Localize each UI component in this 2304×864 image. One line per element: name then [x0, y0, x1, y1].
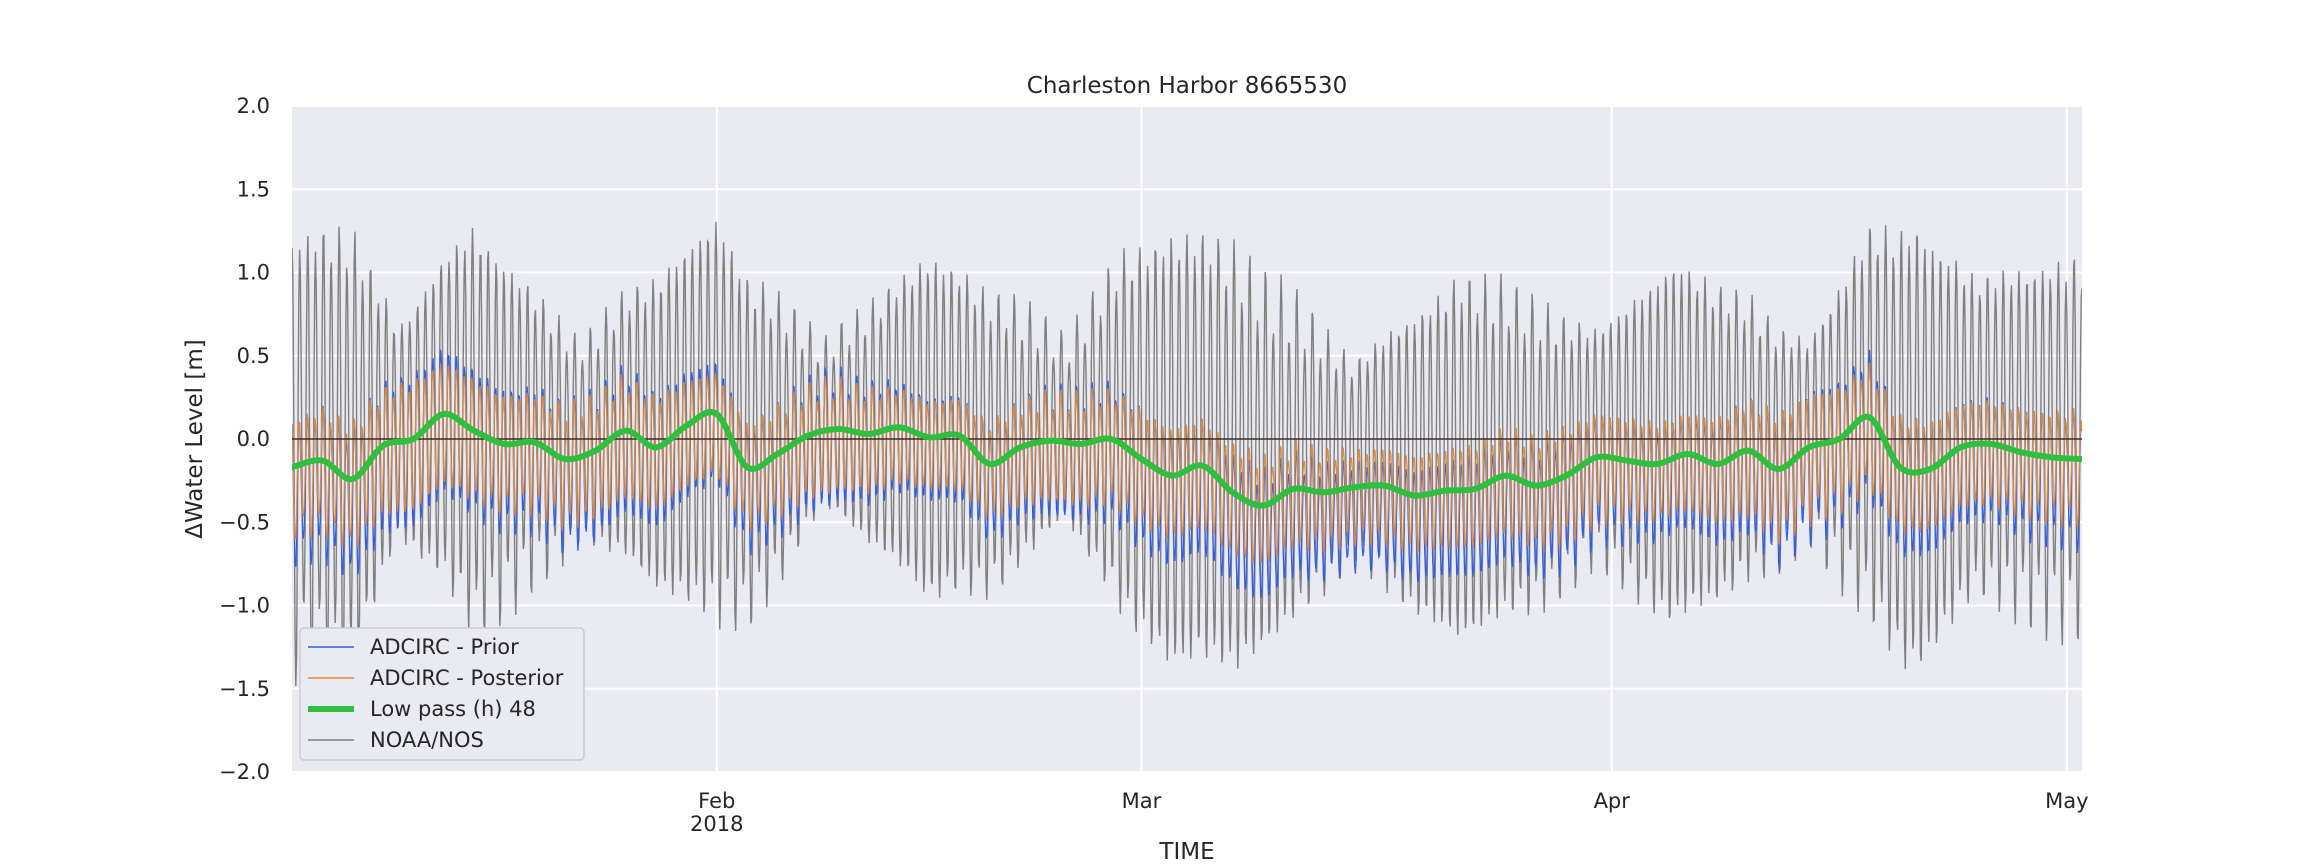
series-line-low-pass	[292, 409, 2082, 509]
y-tick-label: −0.5	[219, 510, 270, 534]
legend-label: Low pass (h) 48	[370, 697, 536, 721]
legend-label: ADCIRC - Prior	[370, 635, 519, 659]
x-tick-label: Apr	[1594, 789, 1631, 813]
legend-label: NOAA/NOS	[370, 728, 484, 752]
y-tick-label: −1.0	[219, 594, 270, 618]
legend-label: ADCIRC - Posterior	[370, 666, 564, 690]
y-axis: −2.0 −1.5 −1.0 −0.5 0.0 0.5 1.0 1.5 2.0	[219, 94, 270, 784]
y-tick-label: −1.5	[219, 677, 270, 701]
chart-title: Charleston Harbor 8665530	[1027, 73, 1347, 99]
y-tick-label: 0.0	[237, 427, 270, 451]
y-tick-label: −2.0	[219, 760, 270, 784]
y-tick-label: 2.0	[237, 94, 270, 118]
x-tick-label: Feb	[698, 789, 735, 813]
legend-box	[299, 627, 585, 761]
x-tick-label: Mar	[1122, 789, 1162, 813]
y-tick-label: 0.5	[237, 344, 270, 368]
series-line-noaa-nos	[292, 221, 2082, 687]
legend: ADCIRC - Prior ADCIRC - Posterior Low pass…	[299, 627, 585, 761]
x-axis-label: TIME	[1158, 839, 1214, 864]
series-line-adcirc-posterior	[292, 362, 2082, 565]
y-axis-label: ΔWater Level [m]	[182, 339, 208, 538]
x-tick-label: May	[2045, 789, 2088, 813]
plot-area	[292, 221, 2082, 687]
x-tick-sublabel: 2018	[690, 812, 743, 836]
y-tick-label: 1.5	[237, 177, 270, 201]
y-tick-label: 1.0	[237, 261, 270, 285]
